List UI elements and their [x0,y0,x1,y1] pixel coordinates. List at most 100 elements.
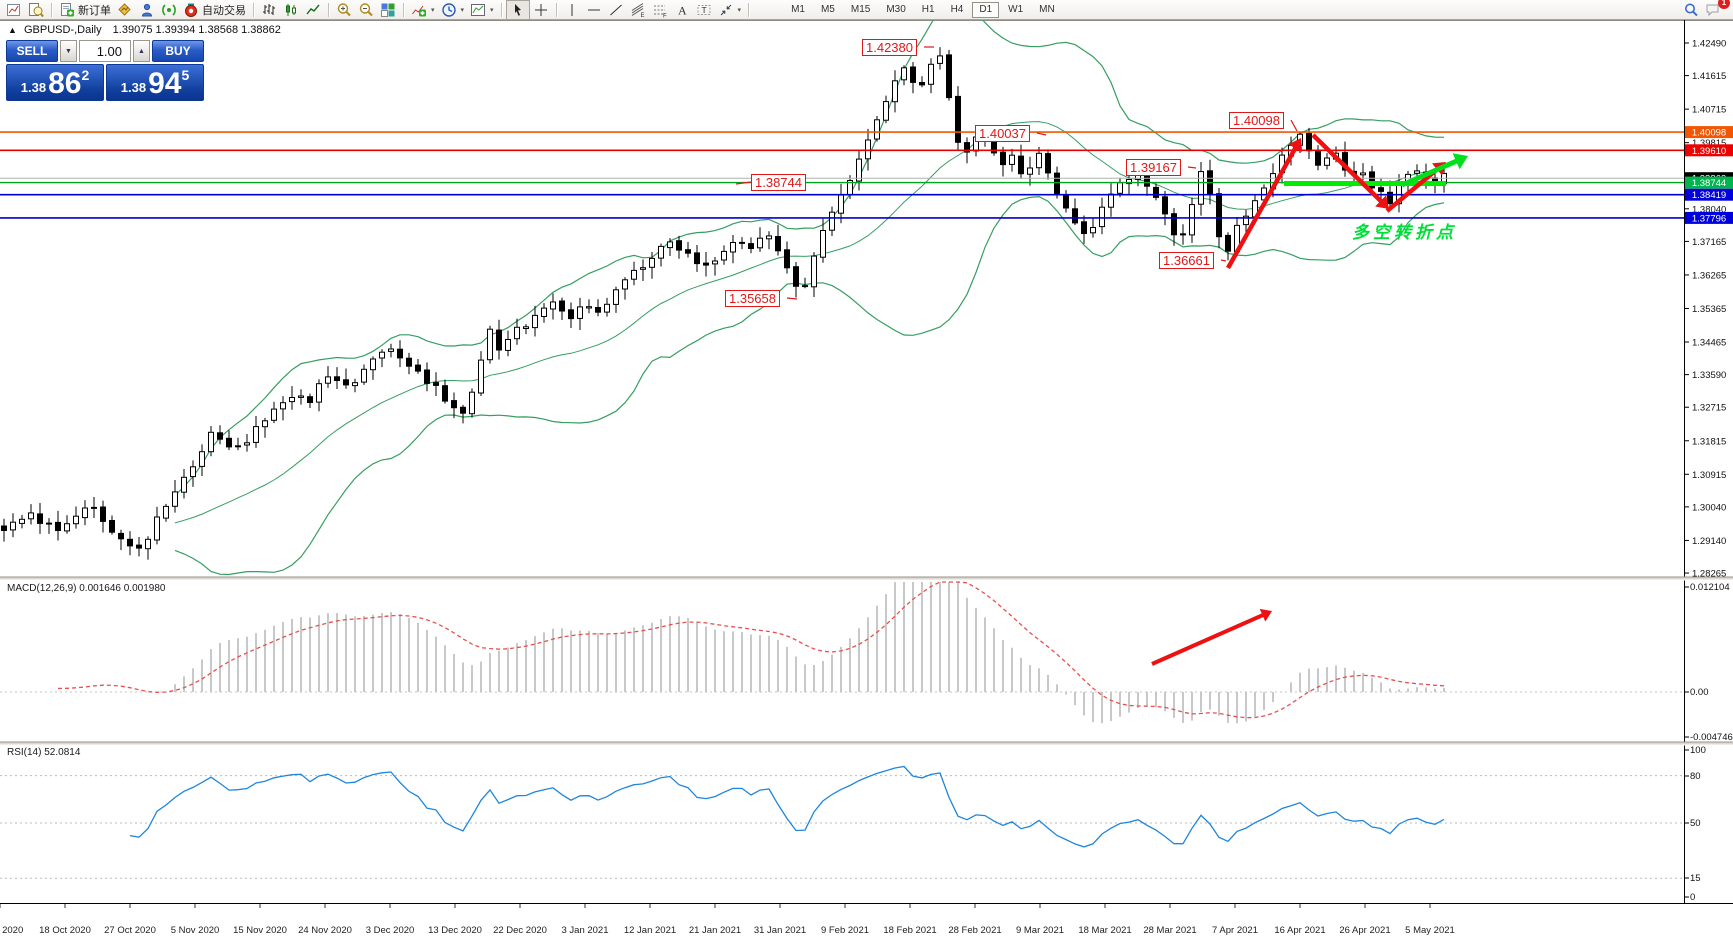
templates-icon [471,3,486,16]
ohlc-values: 1.39075 1.39394 1.38568 1.38862 [112,24,281,36]
timeframe-button-d1[interactable]: D1 [972,1,1000,18]
price-flag[interactable]: 1.42380 [862,39,917,56]
dropdown-arrow-icon[interactable]: ▾ [737,6,742,14]
vline-button[interactable] [561,1,583,19]
svg-text:15: 15 [1690,873,1701,884]
search-button[interactable] [1680,1,1702,19]
strategy-tester-button[interactable] [25,1,47,19]
timeframe-button-m30[interactable]: M30 [886,3,906,15]
svg-text:1.35365: 1.35365 [1692,304,1726,315]
crosshair-button[interactable] [530,1,552,19]
vline-icon [571,3,573,16]
svg-text:0.012104: 0.012104 [1690,582,1730,593]
new-order-button[interactable]: 新订单 [56,1,114,19]
svg-text:28 Feb 2021: 28 Feb 2021 [948,925,1001,936]
templates-button[interactable]: ▾ [467,1,497,19]
svg-text:1.34465: 1.34465 [1692,338,1726,349]
svg-text:5 Nov 2020: 5 Nov 2020 [171,925,220,936]
channel-button[interactable]: F [649,1,671,19]
buy-button[interactable]: BUY [152,40,204,62]
price-axis[interactable]: 1.424901.416151.407151.398151.389151.380… [1684,39,1733,904]
svg-text:1.30915: 1.30915 [1692,470,1726,481]
new-order-label: 新订单 [78,4,111,17]
symbol-period-label: GBPUSD-,Daily [23,24,102,36]
svg-text:80: 80 [1690,771,1701,782]
timeframe-button-m15[interactable]: M15 [850,3,871,15]
text-icon: A [678,3,687,17]
notifications-button[interactable]: 1 [1702,0,1730,19]
svg-text:1.31815: 1.31815 [1692,436,1726,447]
timeframe-button-h4[interactable]: H4 [950,3,964,15]
collapse-triangle-icon[interactable]: ▲ [8,25,17,35]
timeframe-button-mn[interactable]: MN [1039,3,1055,15]
trend-arrows[interactable] [1151,133,1468,666]
charts-button[interactable] [114,1,136,19]
svg-text:50: 50 [1690,818,1701,829]
charts-icon [118,2,131,16]
sell-price-display[interactable]: 1.38 86 2 [6,64,104,101]
auto-trading-label: 自动交易 [202,4,246,17]
toolbar-separator [253,2,254,17]
dropdown-arrow-icon[interactable]: ▾ [490,6,494,14]
auto-trading-button[interactable]: 自动交易 [180,1,249,19]
svg-text:1.42490: 1.42490 [1692,39,1726,50]
tile-windows-icon [381,3,395,17]
sell-button[interactable]: SELL [6,40,58,62]
indicators-button[interactable]: ▾ [408,1,438,19]
dropdown-arrow-icon[interactable]: ▾ [460,6,465,14]
label-button[interactable]: T [693,1,715,19]
trendline-button[interactable] [605,1,627,19]
fibo-button[interactable]: E [627,1,649,19]
price-flag[interactable]: 1.36661 [1159,252,1214,269]
price-flag[interactable]: 1.35658 [725,290,780,307]
shapes-button[interactable]: ▾ [715,1,745,19]
signals-button[interactable] [158,1,180,19]
svg-text:5 May 2021: 5 May 2021 [1405,925,1455,936]
zoom-out-button[interactable] [355,1,377,19]
volume-increase-button[interactable]: ▲ [133,40,150,62]
svg-text:18 Oct 2020: 18 Oct 2020 [39,925,91,936]
hline-button[interactable] [583,1,605,19]
search-icon [1685,3,1698,16]
buy-price-display[interactable]: 1.38 94 5 [106,64,204,101]
svg-text:24 Nov 2020: 24 Nov 2020 [298,925,352,936]
price-flag[interactable]: 1.39167 [1126,159,1181,176]
time-axis[interactable]: 8 Oct 2020 18 Oct 2020 27 Oct 2020 5 Nov 20… [0,904,1455,936]
svg-text:1.36265: 1.36265 [1692,270,1726,281]
candlestick-button[interactable] [280,1,302,19]
svg-text:T: T [701,5,706,15]
zoom-in-button[interactable] [333,1,355,19]
cursor-button[interactable] [505,0,530,20]
timeframe-button-h1[interactable]: H1 [921,3,935,15]
bar-chart-button[interactable] [258,1,280,19]
sell-price-big-digits: 86 [48,67,82,100]
volume-input[interactable] [79,40,131,62]
chart-report-button[interactable] [3,1,25,19]
indicators-icon [412,5,426,16]
toolbar-separator [500,2,502,17]
rsi-indicator-label: RSI(14) 52.0814 [7,747,81,758]
price-flag[interactable]: 1.40037 [975,125,1030,142]
volume-decrease-button[interactable]: ▼ [60,40,77,62]
price-flag[interactable]: 1.40098 [1229,112,1284,129]
timeframe-button-m5[interactable]: M5 [820,3,835,15]
tile-windows-button[interactable] [377,1,399,19]
market-watch-button[interactable] [136,1,158,19]
svg-text:7 Apr 2021: 7 Apr 2021 [1212,925,1258,936]
periods-button[interactable]: ▾ [438,1,468,19]
svg-text:12 Jan 2021: 12 Jan 2021 [624,925,676,936]
macd-indicator-label: MACD(12,26,9) 0.001646 0.001980 [7,583,166,594]
bollinger-bands [174,1,1445,576]
svg-text:1.28265: 1.28265 [1692,569,1726,580]
timeframe-button-w1[interactable]: W1 [1008,3,1024,15]
price-flag[interactable]: 1.38744 [751,174,806,191]
svg-text:3 Dec 2020: 3 Dec 2020 [366,925,415,936]
timeframe-button-m1[interactable]: M1 [791,3,805,15]
rsi-pane [0,765,1684,879]
svg-text:1.41615: 1.41615 [1692,71,1726,82]
dropdown-arrow-icon[interactable]: ▾ [431,6,435,14]
line-chart-button[interactable] [302,1,324,19]
text-button[interactable]: A [671,1,693,19]
zoom-out-icon [359,2,373,16]
